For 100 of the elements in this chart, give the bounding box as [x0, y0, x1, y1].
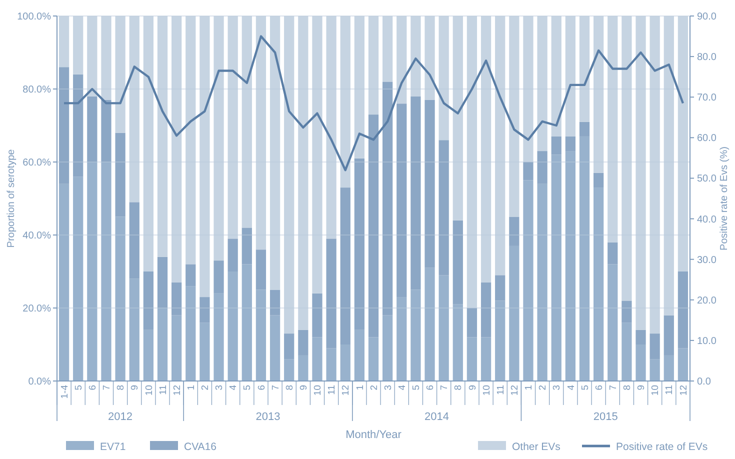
x-tick-label: 12 [509, 385, 520, 396]
x-tick-label: 3 [214, 385, 226, 390]
bar [73, 16, 84, 74]
x-tick-label: 12 [172, 385, 183, 396]
x-tick-label: 8 [453, 385, 464, 390]
x-tick-label: 10 [650, 385, 662, 396]
text: 2015 [593, 411, 618, 423]
bar [622, 16, 632, 301]
x-tick-label: 9 [636, 385, 648, 390]
x-tick-label: 7 [439, 385, 450, 390]
x-tick-label: 8 [622, 385, 634, 390]
x-tick-label: 10 [144, 385, 155, 396]
bar [466, 16, 478, 308]
bar [424, 16, 435, 100]
bar [509, 16, 520, 217]
y-tick-label: 60.0% [22, 158, 52, 168]
x-tick-label: 4 [396, 385, 408, 390]
x-tick-label: 6 [425, 385, 436, 390]
x-tick-label: 7 [270, 385, 282, 390]
bar [200, 16, 210, 298]
y2-tick-label: 10.0 [697, 336, 717, 347]
bar [579, 16, 590, 122]
x-tick-label: 10 [481, 385, 492, 396]
x-tick-label: 1-4 [59, 385, 70, 399]
bar [58, 16, 70, 68]
legend-label: Positive rate of EVs [616, 441, 708, 453]
bar [101, 16, 112, 100]
x-tick-label: 7 [608, 385, 619, 390]
bar [452, 16, 463, 220]
y-tick-label: 80.0% [22, 84, 52, 96]
x-tick-label: 5 [580, 385, 591, 390]
bar [270, 16, 280, 290]
bar [480, 16, 492, 282]
x-tick-label: 8 [116, 385, 127, 390]
bar [608, 16, 618, 242]
x-tick-label: 1 [354, 385, 366, 390]
y2-tick-label: 70.0 [697, 92, 717, 104]
bar [396, 16, 407, 104]
y2-tick-label: 50.0 [697, 174, 717, 185]
bar [636, 16, 646, 330]
x-tick-label: 5 [73, 385, 84, 390]
bar [214, 16, 224, 261]
bar [87, 16, 98, 96]
y-tick-label: 0.0% [28, 376, 52, 388]
bar [565, 16, 576, 136]
bar [650, 16, 660, 334]
bar [382, 16, 393, 82]
x-tick-label: 4 [566, 385, 577, 390]
y2-tick-label: 0.0 [697, 376, 712, 388]
bar [172, 16, 182, 282]
bar [298, 16, 308, 330]
x-tick-label: 12 [678, 385, 690, 396]
x-tick-label: 11 [326, 385, 338, 395]
x-tick-label: 3 [552, 385, 563, 390]
legend-label: Other EVs [512, 441, 560, 453]
x-tick-label: 12 [340, 385, 352, 396]
x-tick-label: 8 [284, 385, 296, 390]
bar [312, 16, 322, 294]
bar [664, 16, 674, 316]
x-tick-label: 10 [312, 385, 324, 396]
bar [594, 16, 604, 173]
bar [157, 16, 168, 257]
y2-tick-label: 30.0 [697, 254, 717, 266]
bar [340, 16, 350, 188]
bar [242, 16, 252, 228]
bar [523, 16, 534, 162]
x-tick-label: 11 [495, 385, 506, 395]
bar [129, 16, 140, 202]
x-tick-label: 1 [186, 385, 197, 390]
x-tick-label: 5 [242, 385, 254, 390]
x-tick-label: 11 [158, 385, 169, 395]
x-tick-label: 2 [200, 385, 212, 390]
x-tick-label: 6 [256, 385, 268, 390]
x-tick-label: 6 [594, 385, 605, 390]
bar [228, 16, 238, 239]
bar [410, 16, 421, 96]
bar [368, 16, 379, 115]
y-axis-title: Proportion of serotype [6, 148, 17, 248]
bar [438, 16, 449, 140]
x-tick-label: 1 [524, 385, 535, 390]
x-tick-label: 3 [382, 385, 394, 390]
y-tick-label: 40.0% [22, 230, 52, 242]
x-tick-label: 6 [87, 385, 98, 390]
line-series [62, 35, 684, 172]
bar [354, 16, 364, 158]
y2-tick-label: 40.0 [697, 214, 717, 226]
x-tick-label: 7 [102, 385, 113, 390]
text: 2013 [256, 411, 280, 423]
y2-tick-label: 80.0 [697, 52, 717, 64]
bar [143, 16, 154, 272]
x-tick-label: 11 [664, 385, 676, 395]
text: 2012 [108, 411, 133, 423]
bar [326, 16, 336, 239]
x-tick-label: 2 [538, 385, 549, 390]
bar [678, 16, 688, 272]
text: 2014 [424, 411, 450, 423]
bar [256, 16, 266, 250]
x-tick-label: 2 [368, 385, 380, 390]
x-tick-label: 5 [411, 385, 422, 390]
x-tick-label: 9 [130, 385, 141, 390]
